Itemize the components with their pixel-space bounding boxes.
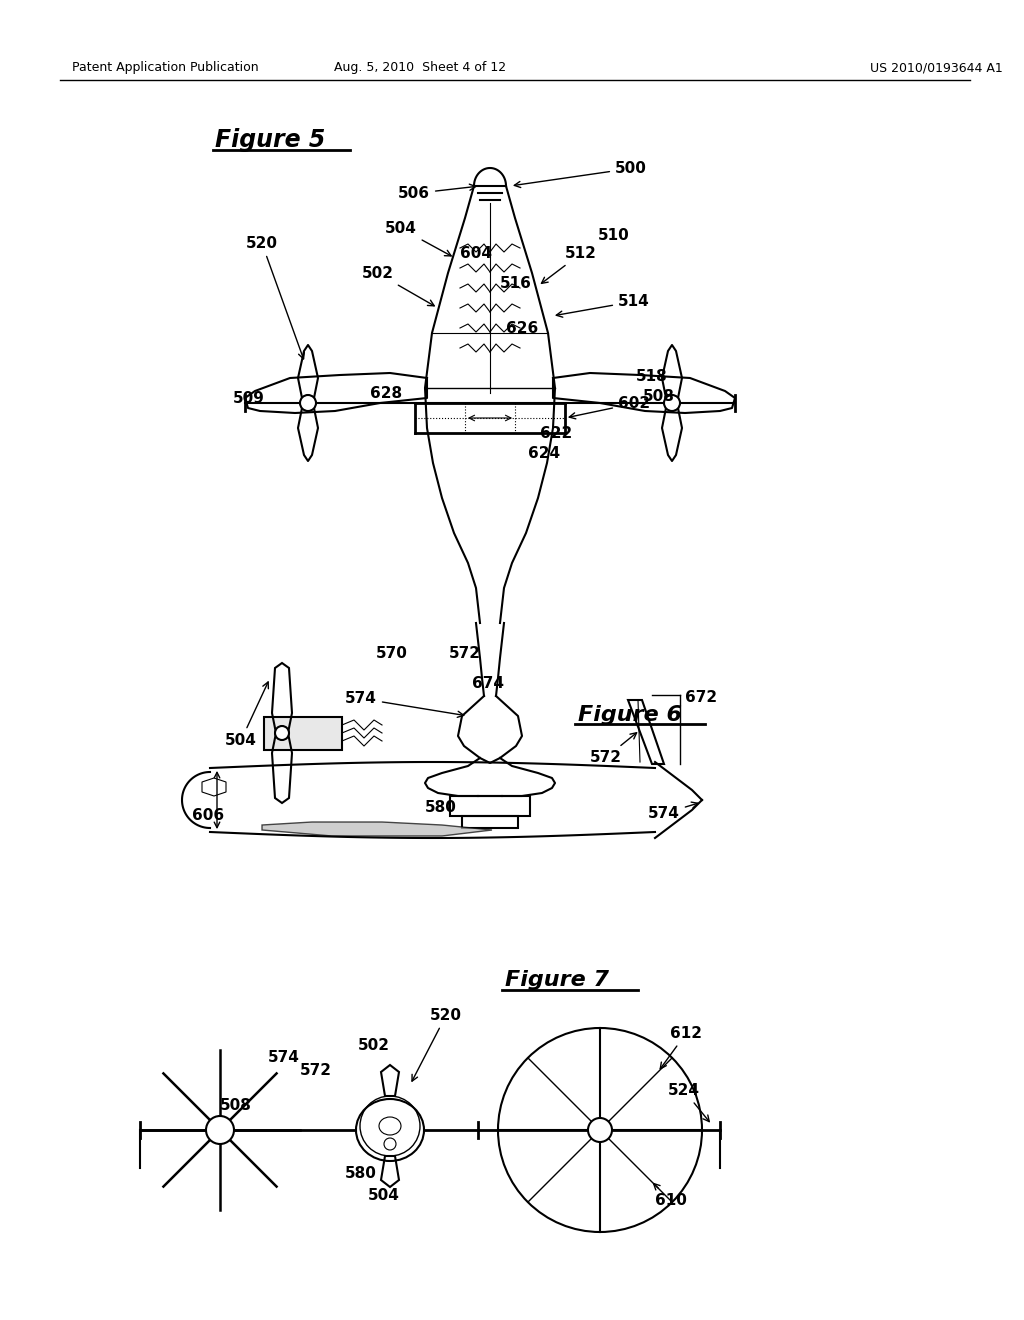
Text: 674: 674 — [472, 676, 504, 690]
Text: 500: 500 — [514, 161, 647, 187]
Polygon shape — [245, 374, 427, 413]
Text: 512: 512 — [542, 246, 597, 284]
Text: 506: 506 — [398, 185, 476, 201]
Text: 508: 508 — [643, 389, 675, 404]
Text: 580: 580 — [345, 1166, 377, 1181]
Text: 510: 510 — [598, 228, 630, 243]
Text: 574: 574 — [648, 803, 697, 821]
Text: Aug. 5, 2010  Sheet 4 of 12: Aug. 5, 2010 Sheet 4 of 12 — [334, 62, 506, 74]
Text: 572: 572 — [590, 733, 637, 766]
Text: 580: 580 — [425, 800, 457, 814]
Text: 572: 572 — [300, 1063, 332, 1078]
Text: Figure 5: Figure 5 — [215, 128, 326, 152]
Text: 602: 602 — [569, 396, 650, 418]
Text: 606: 606 — [193, 808, 224, 822]
Text: US 2010/0193644 A1: US 2010/0193644 A1 — [870, 62, 1002, 74]
Text: Figure 6: Figure 6 — [578, 705, 682, 725]
Ellipse shape — [356, 1100, 424, 1162]
Text: 504: 504 — [368, 1188, 400, 1203]
Text: 502: 502 — [358, 1038, 390, 1053]
Text: 514: 514 — [556, 294, 650, 317]
Text: 520: 520 — [246, 236, 304, 359]
Text: 612: 612 — [660, 1026, 702, 1069]
Text: 502: 502 — [362, 267, 434, 306]
Text: 516: 516 — [500, 276, 531, 290]
Text: Patent Application Publication: Patent Application Publication — [72, 62, 259, 74]
Text: 604: 604 — [460, 246, 492, 261]
Text: 672: 672 — [685, 690, 717, 705]
Text: 624: 624 — [528, 446, 560, 461]
Text: 524: 524 — [668, 1082, 710, 1122]
Circle shape — [588, 1118, 612, 1142]
Text: 574: 574 — [345, 690, 464, 717]
Polygon shape — [262, 822, 492, 836]
Text: 504: 504 — [225, 682, 268, 748]
Circle shape — [664, 395, 680, 411]
Text: 610: 610 — [653, 1184, 687, 1208]
Text: 626: 626 — [506, 321, 539, 337]
Polygon shape — [264, 717, 342, 750]
Text: 520: 520 — [412, 1008, 462, 1081]
Text: 504: 504 — [385, 220, 452, 256]
Text: 508: 508 — [220, 1098, 252, 1113]
Text: 509: 509 — [233, 391, 265, 407]
Text: 572: 572 — [449, 645, 481, 661]
Circle shape — [275, 726, 289, 741]
Text: 570: 570 — [376, 645, 408, 661]
Polygon shape — [553, 374, 735, 413]
Text: 518: 518 — [636, 370, 668, 384]
Text: 574: 574 — [268, 1049, 300, 1065]
Circle shape — [300, 395, 316, 411]
Circle shape — [206, 1115, 234, 1144]
Text: 628: 628 — [370, 385, 402, 401]
Text: 622: 622 — [540, 426, 572, 441]
Text: Figure 7: Figure 7 — [505, 970, 609, 990]
